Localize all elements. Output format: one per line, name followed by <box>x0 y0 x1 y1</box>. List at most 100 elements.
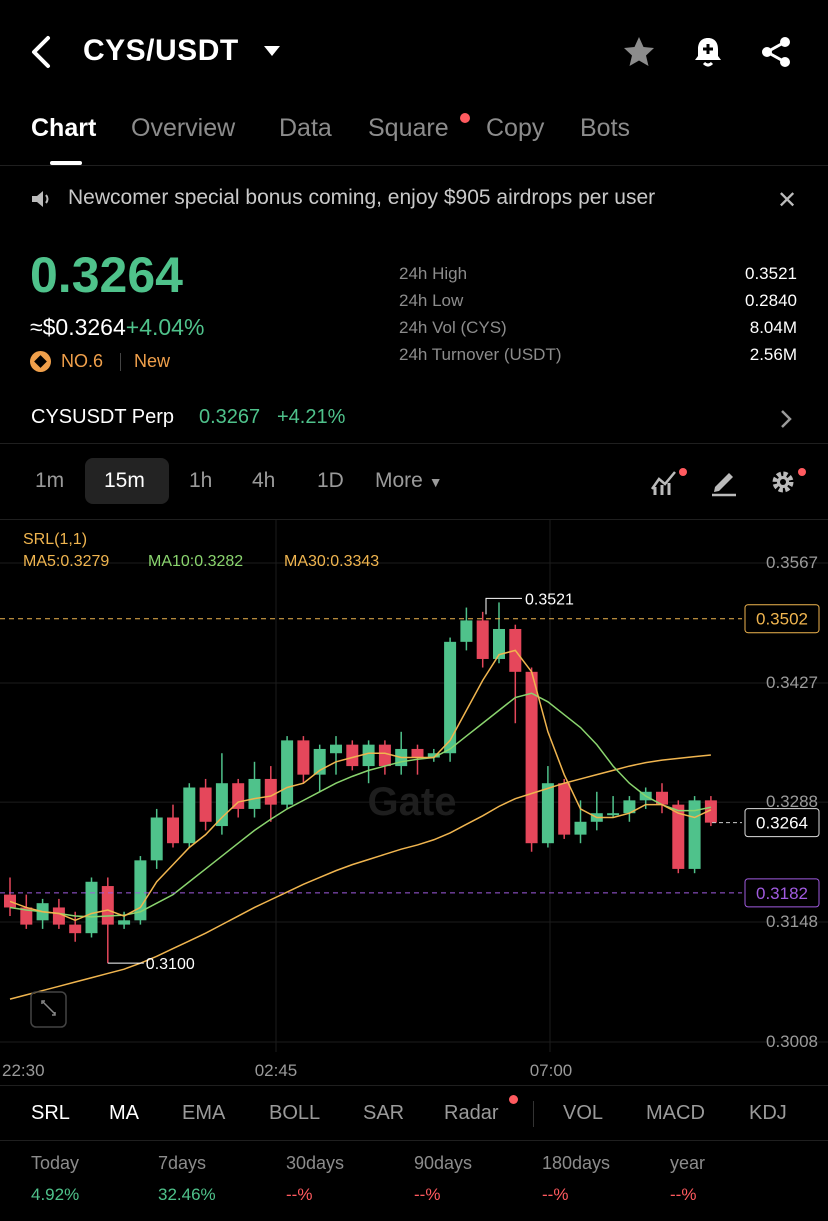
timeframe-4h[interactable]: 4h <box>252 469 276 492</box>
pair-title[interactable]: CYS/USDT <box>83 34 239 67</box>
indicator-sar[interactable]: SAR <box>363 1102 405 1124</box>
indicator-boll[interactable]: BOLL <box>269 1102 321 1124</box>
back-arrow-icon[interactable] <box>28 32 58 72</box>
last-price: 0.3264 <box>30 247 183 303</box>
candle-body <box>688 800 701 869</box>
active-tab-indicator <box>50 161 82 165</box>
candle-body <box>232 783 245 809</box>
perp-change: +4.21% <box>277 406 346 428</box>
bell-plus-icon[interactable] <box>690 34 726 70</box>
new-tag[interactable]: New <box>134 351 171 371</box>
page-tabs: Chart Overview Data Square Copy Bots <box>0 104 828 166</box>
timeframe-more[interactable]: More ▼ <box>375 469 443 492</box>
candle-body <box>493 628 505 659</box>
legend-ma10: MA10:0.3282 <box>148 553 244 570</box>
tab-chart[interactable]: Chart <box>31 114 97 142</box>
candle-body <box>525 671 538 844</box>
resistance-label: 0.3502 <box>756 610 808 629</box>
indicator-kdj[interactable]: KDJ <box>749 1102 787 1124</box>
stat-label: 24h Turnover (USDT) <box>399 345 562 364</box>
timeframe-1d[interactable]: 1D <box>317 469 344 492</box>
perp-row[interactable]: CYSUSDT Perp 0.3267 +4.21% <box>0 394 828 444</box>
stat-value: 0.3521 <box>745 264 797 283</box>
candle-body <box>346 744 359 767</box>
indicator-bar: SRL MA EMA BOLL SAR Radar VOL MACD KDJ <box>0 1085 828 1141</box>
candle-body <box>574 821 587 835</box>
candle-body <box>427 753 440 758</box>
y-tick-label: 0.3288 <box>766 792 818 811</box>
indicator-macd[interactable]: MACD <box>646 1102 705 1124</box>
candle-body <box>85 881 98 934</box>
candle-body <box>476 620 489 659</box>
indicator-ma[interactable]: MA <box>109 1102 139 1124</box>
tab-copy[interactable]: Copy <box>486 114 545 142</box>
candle-body <box>183 787 196 844</box>
candle-body <box>378 744 391 767</box>
usd-price: ≈$0.3264+4.04% <box>30 314 205 340</box>
tab-bots[interactable]: Bots <box>580 114 631 142</box>
announcement-bar[interactable]: Newcomer special bonus coming, enjoy $90… <box>0 166 828 230</box>
stat-label: 24h High <box>399 264 468 283</box>
tab-square[interactable]: Square <box>368 114 449 142</box>
share-icon[interactable] <box>758 34 794 70</box>
candle-body <box>607 813 620 816</box>
candle-body <box>20 907 33 925</box>
candlestick-chart[interactable]: Gate 0.3502 0.3182 0.3264 0.3521 0.3100 0.35… <box>0 520 828 1085</box>
candle-body <box>69 924 82 934</box>
close-icon[interactable]: ✕ <box>776 187 798 214</box>
perp-name: CYSUSDT Perp <box>31 406 175 428</box>
timeframe-15m[interactable]: 15m <box>104 469 145 492</box>
rank-badge[interactable]: NO.6 <box>61 351 104 371</box>
indicator-chart-icon[interactable] <box>649 467 679 497</box>
y-tick-label: 0.3148 <box>766 912 818 931</box>
candle-body <box>248 778 261 809</box>
tab-overview[interactable]: Overview <box>131 114 236 142</box>
expand-icon <box>52 1012 56 1016</box>
indicator-vol[interactable]: VOL <box>563 1102 604 1124</box>
candle-body <box>623 800 636 814</box>
star-icon[interactable] <box>621 34 657 70</box>
candle-body <box>215 783 228 827</box>
stat-value: 8.04M <box>749 318 797 337</box>
ma30-line <box>9 754 711 1000</box>
price-chart[interactable]: Gate 0.3502 0.3182 0.3264 0.3521 0.3100 0.35… <box>0 520 828 1085</box>
candle-body <box>264 778 277 805</box>
support-tag <box>744 878 820 908</box>
stat-label: 24h Vol (CYS) <box>399 318 507 337</box>
x-tick-label: 07:00 <box>530 1061 573 1080</box>
candle-body <box>150 817 163 861</box>
timeframe-1h[interactable]: 1h <box>189 469 213 492</box>
notification-dot <box>798 468 806 476</box>
indicator-radar[interactable]: Radar <box>444 1102 499 1124</box>
ma5-line <box>9 649 712 922</box>
notification-dot <box>679 468 687 476</box>
ma10-line <box>9 692 712 918</box>
price-change: +4.04% <box>125 314 205 340</box>
legend-srl[interactable]: SRL(1,1) <box>23 531 88 548</box>
candle-body <box>330 744 342 754</box>
perf-value-7days: 32.46% <box>158 1185 216 1204</box>
perf-label-7days: 7days <box>158 1153 207 1173</box>
candle-body <box>558 783 571 835</box>
candle-body <box>101 886 114 925</box>
candle-body <box>411 748 424 758</box>
perf-value-30days: --% <box>286 1185 313 1204</box>
timeframe-active-bg <box>85 458 169 504</box>
announcement-text: Newcomer special bonus coming, enjoy $90… <box>68 186 656 209</box>
notification-dot <box>509 1095 518 1104</box>
settings-gear-icon[interactable] <box>768 467 798 497</box>
candle-body <box>281 740 294 805</box>
dropdown-caret-icon[interactable] <box>262 44 282 58</box>
tab-data[interactable]: Data <box>279 114 332 142</box>
candle-body <box>460 620 473 642</box>
indicator-ema[interactable]: EMA <box>182 1102 226 1124</box>
y-tick-label: 0.3567 <box>766 553 818 572</box>
draw-pencil-icon[interactable] <box>709 467 739 497</box>
candle-body <box>362 744 375 767</box>
gate-watermark: Gate <box>368 780 457 824</box>
candle-body <box>444 641 457 754</box>
indicator-srl[interactable]: SRL <box>31 1102 70 1124</box>
timeframe-1m[interactable]: 1m <box>35 469 65 492</box>
divider <box>120 353 121 371</box>
candle-body <box>167 817 179 844</box>
